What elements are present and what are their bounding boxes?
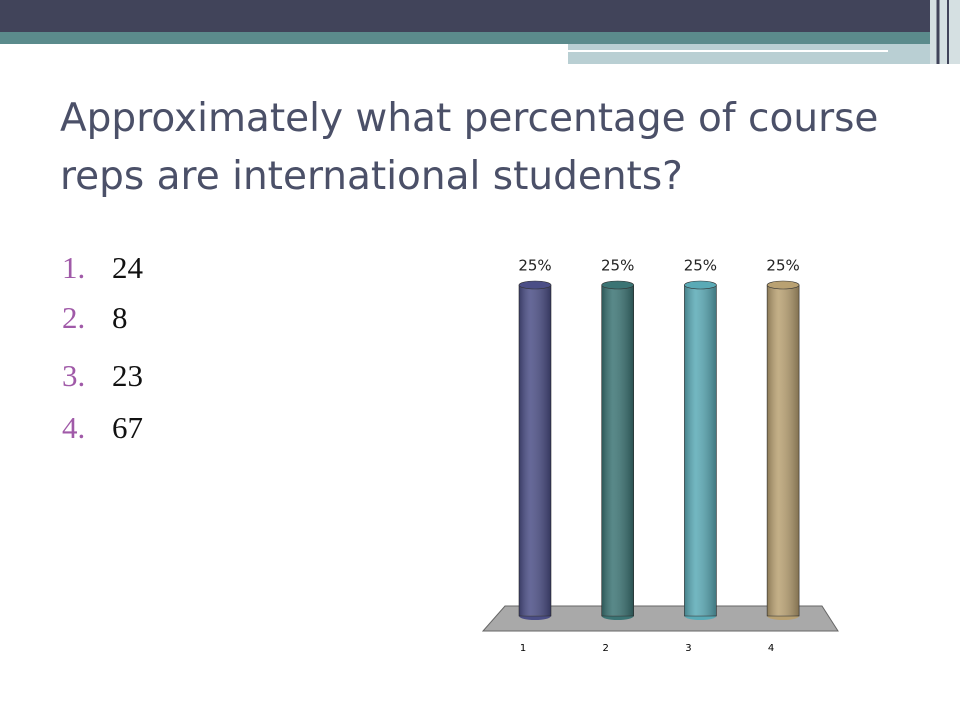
- bar-cap: [684, 280, 717, 290]
- x-tick-label: 3: [685, 643, 691, 654]
- list-text: 8: [112, 300, 128, 335]
- value-label: 25%: [684, 257, 717, 275]
- list-marker: 4.: [62, 410, 86, 445]
- accent-strip-light: [568, 44, 960, 64]
- accent-line: [568, 50, 888, 52]
- list-text: 24: [112, 250, 143, 285]
- bar-cap: [766, 280, 800, 290]
- bar-shade: [519, 285, 551, 616]
- bar-shade: [601, 285, 634, 616]
- top-bar: [0, 0, 960, 32]
- bar-cap: [518, 280, 552, 290]
- accent-strip: [0, 32, 960, 44]
- corner-lines: [930, 0, 960, 64]
- list-text: 23: [112, 358, 143, 393]
- chart-floor: [481, 605, 839, 632]
- x-tick-label: 1: [520, 643, 526, 654]
- list-text: 67: [112, 410, 143, 445]
- x-tick-label: 4: [768, 643, 774, 654]
- value-label: 25%: [766, 257, 799, 275]
- value-label: 25%: [601, 257, 634, 275]
- value-label: 25%: [518, 257, 551, 275]
- slide-title: Approximately what percentage of course …: [60, 96, 879, 199]
- list-marker: 3.: [62, 358, 86, 393]
- list-marker: 2.: [62, 300, 86, 335]
- list-marker: 1.: [62, 250, 86, 285]
- x-tick-label: 2: [603, 643, 609, 654]
- bar-cap: [601, 280, 635, 290]
- bar-shade: [767, 285, 800, 616]
- bar-shade: [684, 285, 717, 616]
